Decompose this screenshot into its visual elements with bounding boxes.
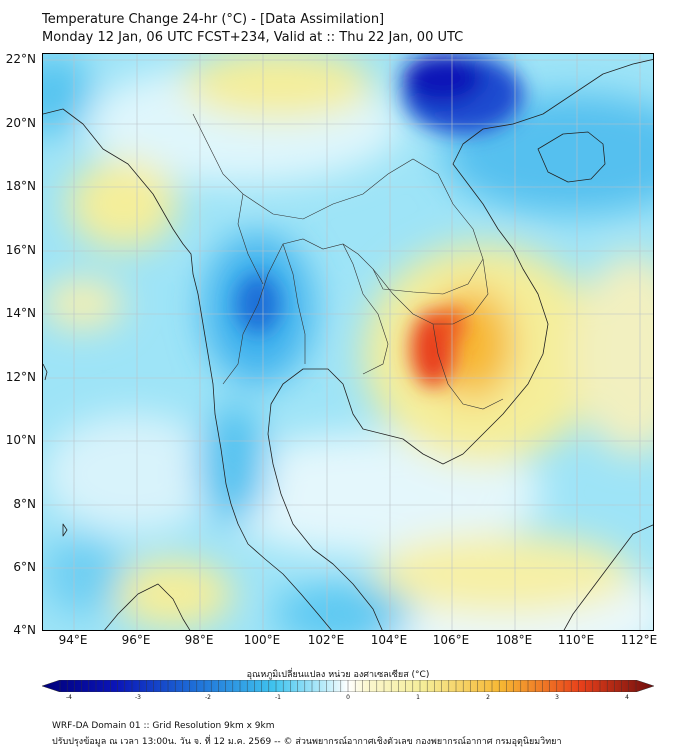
colorbar-tick-label: 2: [486, 694, 490, 701]
country-borders: [192, 113, 504, 410]
temperature-change-map: [42, 53, 654, 631]
colorbar-tick-label: 3: [555, 694, 559, 701]
lat-label: 6°N: [13, 560, 36, 574]
colorbar-tick-label: -3: [135, 694, 141, 701]
lon-label: 108°E: [495, 633, 533, 647]
lon-label: 110°E: [557, 633, 595, 647]
colorbar-tick-label: -2: [205, 694, 211, 701]
map-canvas: [43, 54, 653, 630]
lat-label: 12°N: [5, 370, 36, 384]
lat-label: 22°N: [5, 52, 36, 66]
lat-label: 10°N: [5, 433, 36, 447]
lat-label: 16°N: [5, 243, 36, 257]
lon-label: 102°E: [307, 633, 345, 647]
lon-label: 106°E: [432, 633, 470, 647]
lat-label: 4°N: [13, 623, 36, 637]
colorbar-tick-label: 0: [346, 694, 350, 701]
footer-model-info: WRF-DA Domain 01 :: Grid Resolution 9km …: [52, 721, 275, 731]
temperature-extremes: [236, 54, 523, 387]
colorbar-ticks: [59, 680, 637, 692]
temperature-field: [43, 54, 653, 630]
lat-label: 8°N: [13, 497, 36, 511]
chart-subtitle: Monday 12 Jan, 06 UTC FCST+234, Valid at…: [42, 30, 464, 45]
lat-label: 20°N: [5, 116, 36, 130]
colorbar-tick-label: 1: [416, 694, 420, 701]
colorbar: [42, 680, 654, 692]
lon-label: 104°E: [370, 633, 408, 647]
coastlines: [43, 59, 653, 630]
lon-label: 98°E: [184, 633, 214, 647]
colorbar-tick-label: -1: [275, 694, 281, 701]
colorbar-tick-label: 4: [625, 694, 629, 701]
lon-label: 94°E: [58, 633, 88, 647]
graticule: [43, 54, 653, 630]
colorbar-tick-label: -4: [66, 694, 72, 701]
lon-label: 96°E: [121, 633, 151, 647]
lon-label: 112°E: [620, 633, 658, 647]
chart-title: Temperature Change 24-hr (°C) - [Data As…: [42, 12, 385, 27]
lat-label: 14°N: [5, 306, 36, 320]
lon-label: 100°E: [243, 633, 281, 647]
colorbar-label: อุณหภูมิเปลี่ยนแปลง หน่วย องศาเซลเซียส (…: [246, 670, 430, 680]
lat-label: 18°N: [5, 179, 36, 193]
footer-credit: ปรับปรุงข้อมูล ณ เวลา 13:00น. วัน จ. ที่…: [52, 737, 562, 747]
